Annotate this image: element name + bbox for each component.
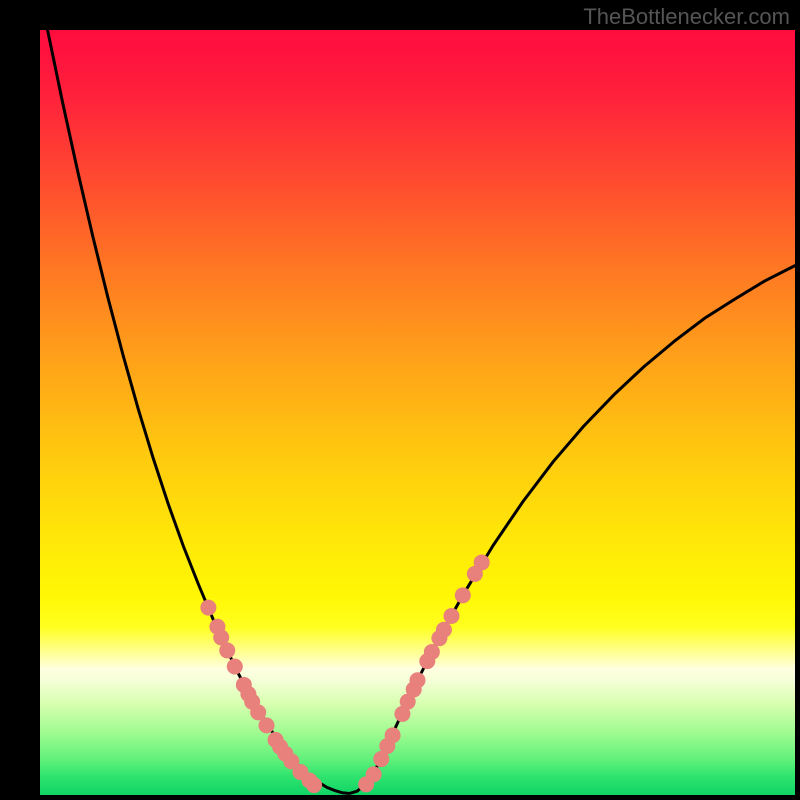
dot-right-arm: [455, 587, 471, 603]
dot-left-arm: [259, 717, 275, 733]
dot-left-arm: [219, 642, 235, 658]
dot-left-arm: [306, 777, 322, 793]
chart-svg: [0, 0, 800, 800]
chart-stage: TheBottlenecker.com: [0, 0, 800, 800]
dot-right-arm: [366, 766, 382, 782]
dot-right-arm: [424, 644, 440, 660]
dot-right-arm: [385, 727, 401, 743]
dot-left-arm: [227, 658, 243, 674]
watermark-text: TheBottlenecker.com: [583, 4, 790, 30]
dot-right-arm: [410, 672, 426, 688]
dot-right-arm: [436, 622, 452, 638]
dot-right-arm: [443, 608, 459, 624]
dot-right-arm: [474, 554, 490, 570]
dot-left-arm: [200, 600, 216, 616]
